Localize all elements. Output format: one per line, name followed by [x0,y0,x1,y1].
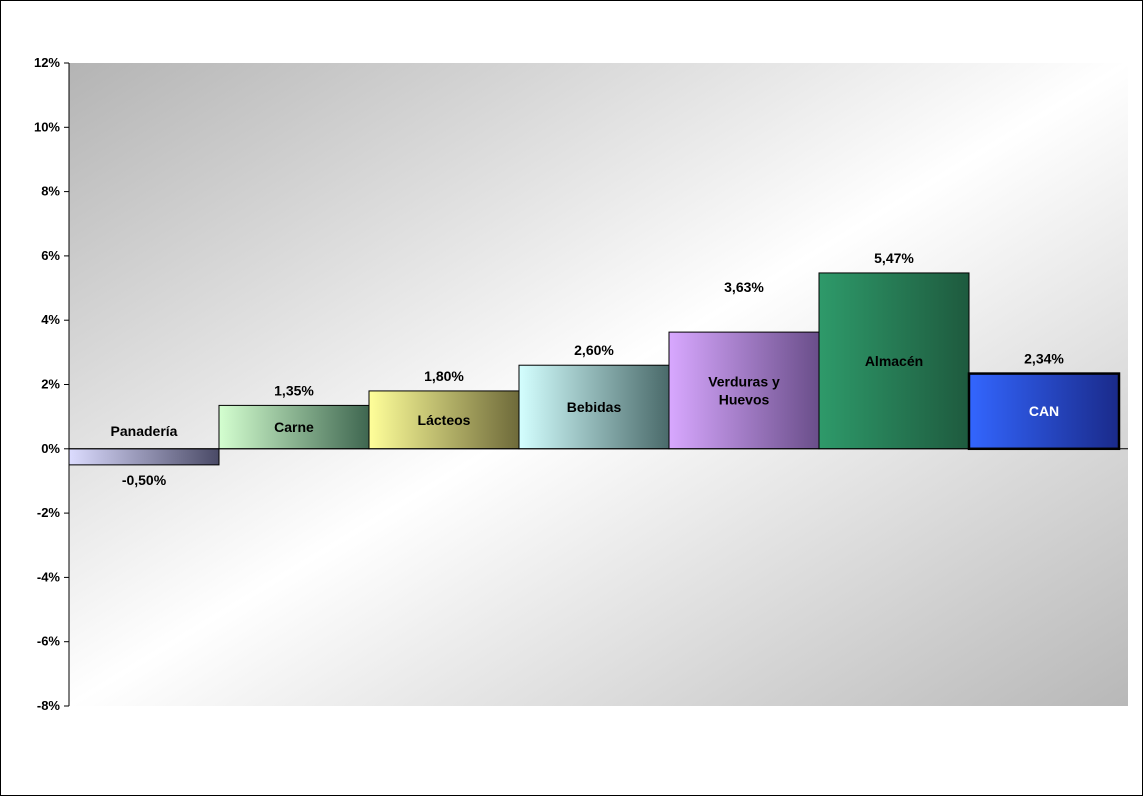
y-tick-label: -6% [37,634,61,649]
y-tick-label: -8% [37,698,61,713]
bar [668,331,820,450]
category-label: Panadería [111,423,178,439]
bar [818,272,970,450]
category-label: CAN [1029,403,1059,419]
category-label: Carne [274,419,314,435]
y-tick-label: 10% [34,119,60,134]
bar [518,364,670,450]
data-label: 2,60% [574,342,614,358]
category-label: Lácteos [418,412,471,428]
category-label: Almacén [865,353,923,369]
y-tick-label: 4% [41,312,60,327]
data-label: 1,35% [274,382,314,398]
bar [967,372,1121,451]
category-label: Verduras y Huevos [708,373,780,407]
y-tick-label: 0% [41,441,60,456]
category-label: Bebidas [567,399,622,415]
y-tick-label: 12% [34,55,60,70]
y-tick-label: 6% [41,248,60,263]
y-tick-label: -2% [37,505,61,520]
data-label: 3,63% [724,279,764,295]
data-label: 5,47% [874,250,914,266]
y-tick-label: 2% [41,377,60,392]
y-tick-label: 8% [41,184,60,199]
bar [68,448,220,466]
data-label: -0,50% [122,472,167,488]
data-label: 2,34% [1024,351,1064,367]
y-tick-label: -4% [37,569,61,584]
data-label: 1,80% [424,368,464,384]
bar [368,390,520,450]
